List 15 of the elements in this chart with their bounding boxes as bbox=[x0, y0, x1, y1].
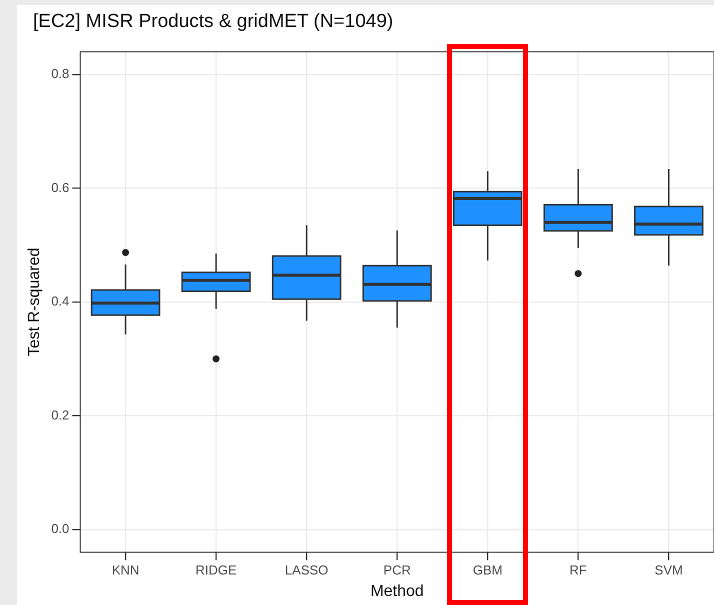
y-tick-label: 0.6 bbox=[51, 180, 70, 195]
y-axis-title: Test R-squared bbox=[26, 248, 44, 356]
x-tick-label: RIDGE bbox=[195, 562, 237, 578]
x-tick-label: PCR bbox=[383, 562, 411, 578]
x-tick-label: LASSO bbox=[284, 562, 328, 578]
x-tick-label: KNN bbox=[112, 562, 140, 578]
x-tick-label: SVM bbox=[654, 562, 683, 578]
y-tick-label: 0.4 bbox=[51, 294, 70, 309]
x-axis-title: Method bbox=[370, 582, 424, 600]
y-tick-label: 0.2 bbox=[51, 407, 70, 422]
x-tick-label: RF bbox=[570, 562, 587, 578]
y-tick-label: 0.0 bbox=[51, 521, 70, 536]
y-tick-label: 0.8 bbox=[51, 66, 70, 82]
chart-title: [EC2] MISR Products & gridMET (N=1049) bbox=[33, 11, 394, 33]
x-tick-label: GBM bbox=[472, 562, 502, 578]
